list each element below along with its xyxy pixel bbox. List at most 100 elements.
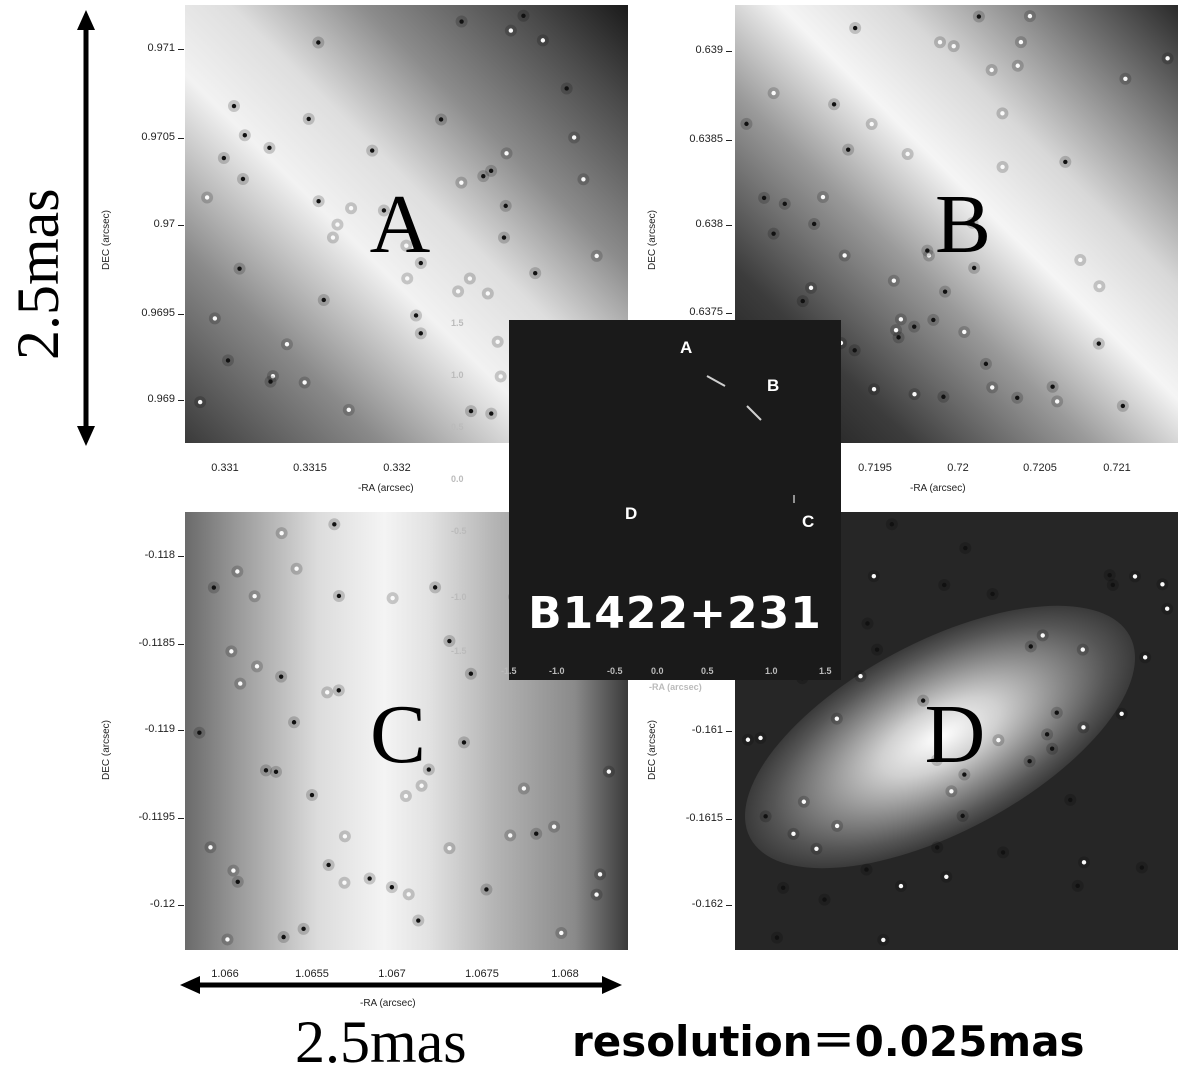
microlens-dot [197,730,202,735]
microlens-dot [1018,39,1024,45]
microlens-dot [745,737,751,742]
microlens-dot [774,935,780,940]
microlens-dot [1081,860,1087,865]
panel-c-xtick: 1.0655 [295,968,329,980]
microlens-dot [782,201,787,207]
panel-a-ytick: 0.9695 [115,307,184,319]
inset-image-d: D [625,504,638,523]
panel-c-xtick: 1.066 [211,968,239,980]
microlens-dot [962,772,967,777]
microlens-dot [996,737,1001,743]
microlens-dot [898,883,904,889]
microlens-dot [263,768,269,773]
microlens-dot [564,86,569,91]
panel-c-xlabel: -RA (arcsec) [360,998,416,1009]
panel-b-ytick: 0.638 [663,218,732,230]
microlens-dot [455,289,461,294]
panel-a-xtick: 0.3315 [293,462,327,474]
microlens-dot [869,121,874,127]
microlens-dot [495,339,500,344]
microlens-dot [814,846,819,851]
panel-b-xlabel: -RA (arcsec) [910,483,966,494]
panel-a-ytick: 0.9705 [115,131,184,143]
microlens-dot [235,879,240,884]
microlens-dot [594,253,599,259]
microlens-dot [521,13,526,18]
microlens-dot [268,379,273,384]
inset-xtick: 0.0 [651,666,664,676]
microlens-dot [332,522,337,527]
microlens-dot [1027,13,1033,19]
panel-a-map [185,5,628,443]
microlens-dot [1000,164,1005,170]
panel-c-ylabel: DEC (arcsec) [101,719,112,780]
microlens-dot [279,530,284,536]
microlens-dot [419,783,424,788]
microlens-dot [252,594,257,599]
microlens-dot [852,25,858,31]
panel-b-xtick: 0.7205 [1023,462,1057,474]
microlens-dot [508,833,513,838]
microlens-dot [485,291,491,296]
microlens-dot [1000,111,1005,116]
microlens-dot [926,253,932,258]
microlens-dot [1110,582,1116,588]
microlens-dot [325,690,330,695]
microlens-dot [208,845,213,850]
panel-b-xtick: 0.7195 [858,462,892,474]
microlens-dot [242,133,248,138]
microlens-dot [606,769,612,774]
panel-c-ytick: -0.12 [115,898,184,910]
microlens-dot [931,317,936,323]
microlens-dot [438,117,444,122]
inset-xtick: -1.5 [501,666,517,676]
panel-a-xtick: 0.332 [383,462,411,474]
panel-b-xtick: 0.721 [1103,462,1131,474]
microlens-dot [1142,655,1148,660]
panel-c-ytick: -0.1195 [115,811,184,823]
microlens-dot [771,90,776,96]
panel-b-ytick: 0.639 [663,44,732,56]
microlens-dot [1050,384,1055,389]
panel-b-ytick: 0.6375 [663,306,732,318]
panel-a-xlabel: -RA (arcsec) [358,483,414,494]
microlens-dot [791,831,796,837]
microlens-dot [503,203,508,209]
microlens-dot [1049,746,1055,751]
microlens-dot [831,102,837,107]
microlens-dot [581,177,586,182]
microlens-dot [348,205,354,211]
inset-xtick: 0.5 [701,666,714,676]
microlens-dot [845,147,851,152]
inset-image-c: C [802,512,815,531]
microlens-dot [912,391,917,397]
microlens-dot [1028,644,1033,649]
panel-a-ytick: 0.971 [115,42,184,54]
panel-d-ylabel: DEC (arcsec) [647,719,658,780]
microlens-dot [447,638,452,644]
microlens-dot [1123,76,1128,81]
inset-ytick: -1.5 [451,646,467,656]
microlens-dot [447,845,452,851]
microlens-dot [871,387,877,392]
panel-b-xtick: 0.72 [947,462,969,474]
microlens-dot [459,180,464,185]
microlens-dot [983,361,989,367]
microlens-dot [335,222,340,227]
microlens-dot [369,148,375,153]
microlens-dot [521,786,527,791]
microlens-dot [231,103,237,109]
microlens-dot [970,220,975,226]
microlens-dot [459,19,464,24]
microlens-dot [893,327,899,333]
microlens-dot [426,767,432,772]
microlens-dot [336,593,342,599]
microlens-dot [771,231,776,236]
microlens-dot [871,573,877,579]
microlens-dot [326,862,331,868]
panel-a-xtick: 0.331 [211,462,239,474]
microlens-dot [416,918,421,923]
microlens-dot [488,168,494,174]
microlens-dot [1000,850,1006,855]
microlens-dot [963,545,968,551]
